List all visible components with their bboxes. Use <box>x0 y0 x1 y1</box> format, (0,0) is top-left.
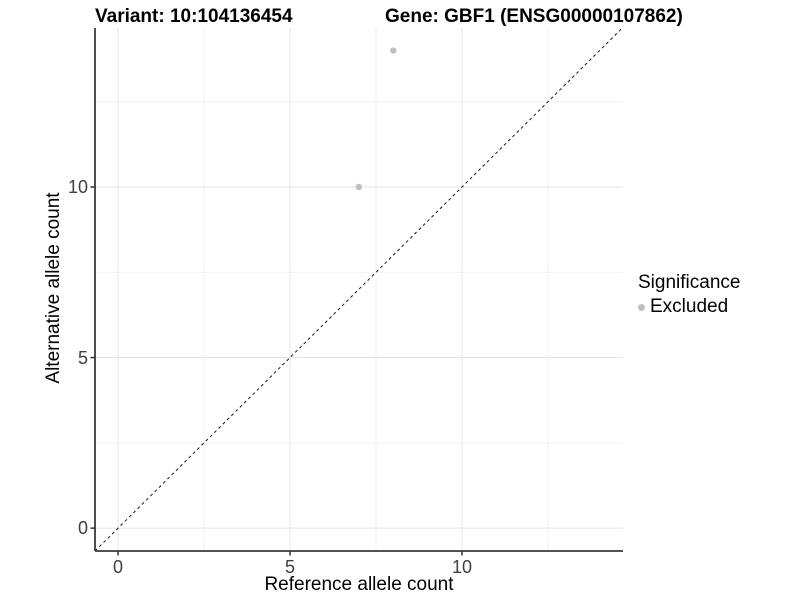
y-tick-label: 0 <box>77 518 88 539</box>
x-tick-label: 10 <box>452 557 473 577</box>
x-axis-title: Reference allele count <box>264 574 454 595</box>
legend: Significance Excluded <box>638 272 798 318</box>
plot-title-gene: Gene: GBF1 (ENSG00000107862) <box>385 6 683 27</box>
plot-title-variant: Variant: 10:104136454 <box>95 6 293 27</box>
y-tick-label: 5 <box>77 347 88 368</box>
x-tick-label: 0 <box>113 557 124 577</box>
legend-title: Significance <box>638 272 741 293</box>
y-tick-label: 10 <box>67 176 88 197</box>
identity-dashed-line <box>95 28 623 551</box>
data-point <box>355 183 363 191</box>
x-tick-label: 5 <box>285 557 296 577</box>
legend-key-dot-icon <box>638 303 645 311</box>
data-point <box>390 47 397 54</box>
legend-entry-excluded: Excluded <box>638 296 798 318</box>
legend-entry-label: Excluded <box>650 296 729 317</box>
